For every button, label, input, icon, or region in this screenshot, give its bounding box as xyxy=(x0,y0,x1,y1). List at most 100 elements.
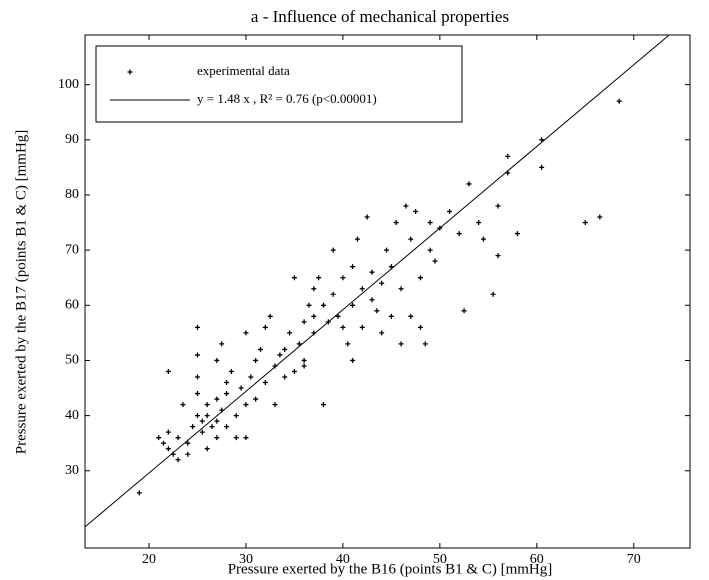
y-tick-label: 60 xyxy=(65,298,79,313)
data-point xyxy=(505,170,511,176)
data-point xyxy=(282,374,288,380)
data-point xyxy=(175,457,181,463)
data-point xyxy=(262,380,268,386)
data-point xyxy=(199,429,205,435)
data-point xyxy=(228,368,234,374)
data-point xyxy=(282,346,288,352)
data-point xyxy=(379,330,385,336)
y-tick-label: 30 xyxy=(65,463,79,478)
data-point xyxy=(597,214,603,220)
data-point xyxy=(194,352,200,358)
data-point xyxy=(185,451,191,457)
data-point xyxy=(194,374,200,380)
data-point xyxy=(156,435,162,441)
data-point xyxy=(398,341,404,347)
data-point xyxy=(272,363,278,369)
data-point xyxy=(214,418,220,424)
data-point xyxy=(296,341,302,347)
data-point xyxy=(461,308,467,314)
data-point xyxy=(432,258,438,264)
data-point xyxy=(505,153,511,159)
data-point xyxy=(253,357,259,363)
data-point xyxy=(437,225,443,231)
data-point xyxy=(175,435,181,441)
data-point xyxy=(262,324,268,330)
data-point xyxy=(345,341,351,347)
data-point xyxy=(350,264,356,270)
data-point xyxy=(199,418,205,424)
data-point xyxy=(224,424,230,430)
y-tick-label: 100 xyxy=(58,77,79,92)
data-point xyxy=(233,435,239,441)
data-point xyxy=(204,402,210,408)
data-point xyxy=(194,391,200,397)
data-point xyxy=(408,313,414,319)
data-point xyxy=(277,352,283,358)
data-point xyxy=(185,440,191,446)
data-point xyxy=(219,341,225,347)
data-point xyxy=(335,313,341,319)
data-point xyxy=(447,209,453,215)
data-point xyxy=(476,220,482,226)
data-point xyxy=(161,440,167,446)
data-point xyxy=(398,286,404,292)
data-point xyxy=(214,396,220,402)
data-point xyxy=(243,330,249,336)
x-tick-label: 40 xyxy=(336,552,350,567)
legend-box xyxy=(95,45,463,123)
data-point xyxy=(330,247,336,253)
data-point xyxy=(417,275,423,281)
data-point xyxy=(321,402,327,408)
data-point xyxy=(136,490,142,496)
data-point xyxy=(311,286,317,292)
data-point xyxy=(287,330,293,336)
data-point xyxy=(291,368,297,374)
plot-area xyxy=(85,35,670,528)
fit-line xyxy=(85,35,670,528)
data-point xyxy=(301,319,307,325)
data-point xyxy=(325,319,331,325)
data-point xyxy=(359,324,365,330)
plot-frame xyxy=(84,34,691,549)
data-point xyxy=(180,402,186,408)
legend-label: y = 1.48 x , R² = 0.76 (p<0.00001) xyxy=(197,91,377,106)
y-tick-label: 40 xyxy=(65,408,79,423)
data-point xyxy=(393,220,399,226)
data-point xyxy=(616,98,622,104)
y-axis-label: Pressure exerted by the B17 (points B1 &… xyxy=(13,130,29,455)
data-point xyxy=(340,324,346,330)
legend-label: experimental data xyxy=(197,63,290,78)
data-point xyxy=(466,181,472,187)
data-point xyxy=(490,291,496,297)
data-point xyxy=(306,302,312,308)
data-point xyxy=(165,429,171,435)
x-tick-label: 30 xyxy=(239,552,253,567)
data-point xyxy=(219,407,225,413)
data-point xyxy=(301,363,307,369)
data-point xyxy=(374,308,380,314)
data-point xyxy=(388,264,394,270)
x-tick-label: 70 xyxy=(627,552,641,567)
y-tick-label: 70 xyxy=(65,242,79,257)
data-point xyxy=(388,313,394,319)
data-point xyxy=(248,374,254,380)
data-point xyxy=(194,324,200,330)
data-point xyxy=(403,203,409,209)
data-point xyxy=(408,236,414,242)
data-point xyxy=(224,391,230,397)
data-point xyxy=(369,269,375,275)
data-point xyxy=(480,236,486,242)
data-point xyxy=(209,424,215,430)
data-point xyxy=(214,435,220,441)
data-point xyxy=(427,220,433,226)
y-tick-label: 90 xyxy=(65,132,79,147)
y-tick-label: 50 xyxy=(65,353,79,368)
data-point xyxy=(514,231,520,237)
data-point xyxy=(311,330,317,336)
data-point xyxy=(243,435,249,441)
data-point xyxy=(417,324,423,330)
data-point xyxy=(330,291,336,297)
data-point xyxy=(422,341,428,347)
data-point xyxy=(301,357,307,363)
